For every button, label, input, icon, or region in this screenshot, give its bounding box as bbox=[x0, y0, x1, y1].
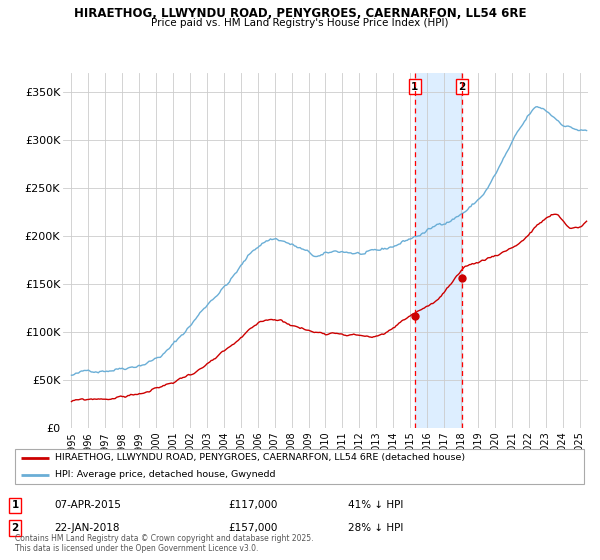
Text: 2: 2 bbox=[11, 523, 19, 533]
Text: 1: 1 bbox=[11, 500, 19, 510]
Text: 1: 1 bbox=[411, 82, 418, 92]
Bar bbox=[415, 73, 462, 428]
Text: HPI: Average price, detached house, Gwynedd: HPI: Average price, detached house, Gwyn… bbox=[55, 470, 276, 479]
Text: 41% ↓ HPI: 41% ↓ HPI bbox=[348, 500, 403, 510]
Text: £117,000: £117,000 bbox=[228, 500, 277, 510]
Text: 07-APR-2015: 07-APR-2015 bbox=[54, 500, 121, 510]
Text: 28% ↓ HPI: 28% ↓ HPI bbox=[348, 523, 403, 533]
Text: 2: 2 bbox=[458, 82, 466, 92]
Text: HIRAETHOG, LLWYNDU ROAD, PENYGROES, CAERNARFON, LL54 6RE (detached house): HIRAETHOG, LLWYNDU ROAD, PENYGROES, CAER… bbox=[55, 454, 466, 463]
FancyBboxPatch shape bbox=[15, 449, 584, 484]
Text: Price paid vs. HM Land Registry's House Price Index (HPI): Price paid vs. HM Land Registry's House … bbox=[151, 18, 449, 28]
Text: Contains HM Land Registry data © Crown copyright and database right 2025.
This d: Contains HM Land Registry data © Crown c… bbox=[15, 534, 314, 553]
Text: £157,000: £157,000 bbox=[228, 523, 277, 533]
Text: 22-JAN-2018: 22-JAN-2018 bbox=[54, 523, 119, 533]
Text: HIRAETHOG, LLWYNDU ROAD, PENYGROES, CAERNARFON, LL54 6RE: HIRAETHOG, LLWYNDU ROAD, PENYGROES, CAER… bbox=[74, 7, 526, 20]
